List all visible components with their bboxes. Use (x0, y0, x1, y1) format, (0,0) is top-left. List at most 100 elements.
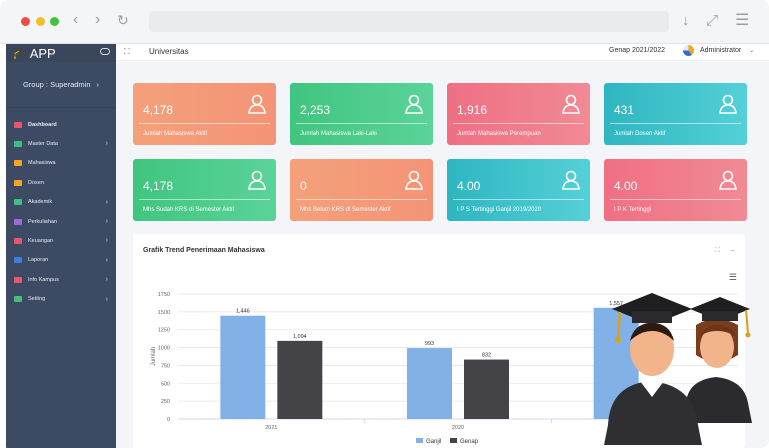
close-window-dot[interactable] (21, 17, 30, 26)
expand-icon[interactable]: ⛶ (124, 47, 130, 56)
sidebar-item-dashboard[interactable]: Dashboard (6, 115, 116, 134)
divider (296, 123, 427, 124)
bar-ganjil (407, 348, 452, 419)
chart-title: Grafik Trend Penerimaan Mahasiswa (143, 247, 265, 254)
back-arrow-icon[interactable]: ‹ (73, 11, 79, 28)
chevron-right-icon: › (105, 237, 108, 245)
bar-genap (464, 359, 509, 419)
sidebar-item-label: Setting (28, 296, 46, 303)
list-icon (14, 141, 22, 148)
stat-label: Jumlah Mahasiswa Perempuan (457, 131, 541, 137)
divider (139, 123, 270, 124)
stat-label: Jumlah Mahasiswa Laki-Laki (300, 131, 377, 137)
download-icon[interactable]: ↓ (682, 12, 690, 29)
info-icon (14, 276, 22, 283)
y-tick-label: 1500 (158, 310, 170, 316)
page-title: Universitas (149, 47, 189, 56)
stat-label: Mhs Belum KRS di Semester Aktif (300, 207, 391, 213)
stat-label: I P K Tertinggi (614, 207, 652, 213)
browser-menu-icon[interactable]: ☰ (735, 12, 750, 29)
data-label: 832 (482, 353, 491, 359)
settings-icon (14, 199, 22, 206)
brand[interactable]: 🎓 APP (6, 44, 116, 62)
divider (610, 199, 741, 200)
stat-value: 4,178 (143, 103, 174, 117)
y-axis-label: Jumlah (151, 347, 157, 366)
students-icon (405, 170, 423, 190)
sidebar-item-label: Laporan (28, 257, 49, 264)
sidebar-item-mahasiswa[interactable]: Mahasiswa (6, 154, 116, 173)
data-label: 993 (425, 341, 434, 347)
semester-label: Genap 2021/2022 (609, 47, 666, 54)
stat-card[interactable]: 0 Mhs Belum KRS di Semester Aktif (290, 159, 433, 221)
forward-arrow-icon[interactable]: › (95, 11, 101, 28)
certificate-icon (562, 170, 580, 190)
stat-value: 4.00 (457, 179, 481, 193)
chevron-right-icon: › (105, 217, 108, 225)
sidebar-item-keuangan[interactable]: Keuangan › (6, 231, 116, 250)
stat-card[interactable]: 431 Jumlah Dosen Aktif (604, 83, 747, 145)
stat-card[interactable]: 4,178 Jumlah Mahasiswa Aktif (133, 83, 276, 145)
x-tick-label: 2020 (452, 425, 464, 431)
sidebar-item-label: Mahasiswa (28, 160, 56, 167)
male-icon (405, 94, 423, 114)
user-menu[interactable]: Administrator ⌄ (683, 45, 754, 56)
browser-toolbar: ‹ › ↻ ↓ ⤢ ☰ (0, 0, 769, 44)
graduate-male-figure (604, 293, 702, 445)
chevron-down-icon: ⌄ (749, 48, 755, 54)
sidebar-toggle-icon[interactable] (100, 48, 110, 55)
sidebar-item-master-data[interactable]: Master Data › (6, 134, 116, 153)
stat-card[interactable]: 1,916 Jumlah Mahasiswa Perempuan (447, 83, 590, 145)
chevron-right-icon: › (105, 198, 108, 206)
sidebar-item-akademik[interactable]: Akademik › (6, 193, 116, 212)
sidebar-item-perkuliahan[interactable]: Perkuliahan › (6, 212, 116, 231)
sidebar-item-label: Master Data (28, 141, 58, 148)
sidebar-item-label: Keuangan (28, 238, 54, 245)
reload-icon[interactable]: ↻ (117, 12, 129, 28)
x-tick-label: 2021 (265, 425, 277, 431)
sidebar: 🎓 APP Group : Superadmin › Dashboard Mast… (6, 44, 116, 448)
app-title: APP (29, 45, 56, 61)
sidebar-menu: Dashboard Master Data › Mahasiswa Dosen Akade… (6, 108, 116, 309)
sidebar-item-info-kampus[interactable]: Info Kampus › (6, 270, 116, 289)
expand-panel-icon[interactable]: ⛶ (715, 247, 720, 254)
stat-value: 4.00 (614, 179, 638, 193)
maximize-window-dot[interactable] (50, 17, 59, 26)
sidebar-item-label: Perkuliahan (28, 218, 58, 225)
fullscreen-icon[interactable]: ⤢ (706, 12, 719, 29)
stat-card[interactable]: 4.00 I P S Tertinggi Ganjil 2019/2020 (447, 159, 590, 221)
sidebar-item-dosen[interactable]: Dosen (6, 173, 116, 192)
user-name: Administrator (700, 47, 742, 54)
divider (296, 199, 427, 200)
bank-icon (14, 218, 22, 225)
stat-card[interactable]: 4,178 Mhs Sudah KRS di Semester Aktif (133, 159, 276, 221)
address-bar[interactable] (149, 11, 669, 32)
lecturer-icon (719, 94, 737, 114)
user-group[interactable]: Group : Superadmin › (6, 62, 116, 108)
stat-value: 2,253 (300, 103, 331, 117)
collapse-panel-icon[interactable]: – (731, 247, 735, 254)
data-label: 1,446 (236, 309, 250, 315)
home-icon (14, 121, 22, 128)
female-icon (562, 94, 580, 114)
y-tick-label: 1000 (158, 346, 170, 352)
sidebar-item-label: Dashboard (28, 121, 57, 128)
chevron-right-icon: › (96, 80, 100, 89)
chevron-right-icon: › (105, 140, 108, 148)
minimize-window-dot[interactable] (36, 17, 45, 26)
stat-label: Jumlah Mahasiswa Aktif (143, 131, 208, 137)
stat-card[interactable]: 4.00 I P K Tertinggi (604, 159, 747, 221)
bar-ganjil (220, 315, 266, 419)
stat-card[interactable]: 2,253 Jumlah Mahasiswa Laki-Laki (290, 83, 433, 145)
stat-label: Jumlah Dosen Aktif (614, 131, 666, 137)
chevron-right-icon: › (105, 276, 108, 284)
stat-label: Mhs Sudah KRS di Semester Aktif (143, 207, 235, 213)
divider (610, 123, 741, 124)
students-icon (248, 94, 266, 114)
diploma-icon (719, 170, 737, 190)
chart-menu-icon[interactable]: ☰ (728, 272, 737, 282)
sidebar-item-laporan[interactable]: Laporan › (6, 251, 116, 270)
sidebar-item-setting[interactable]: Setting › (6, 290, 116, 309)
sidebar-item-label: Akademik (28, 199, 53, 206)
